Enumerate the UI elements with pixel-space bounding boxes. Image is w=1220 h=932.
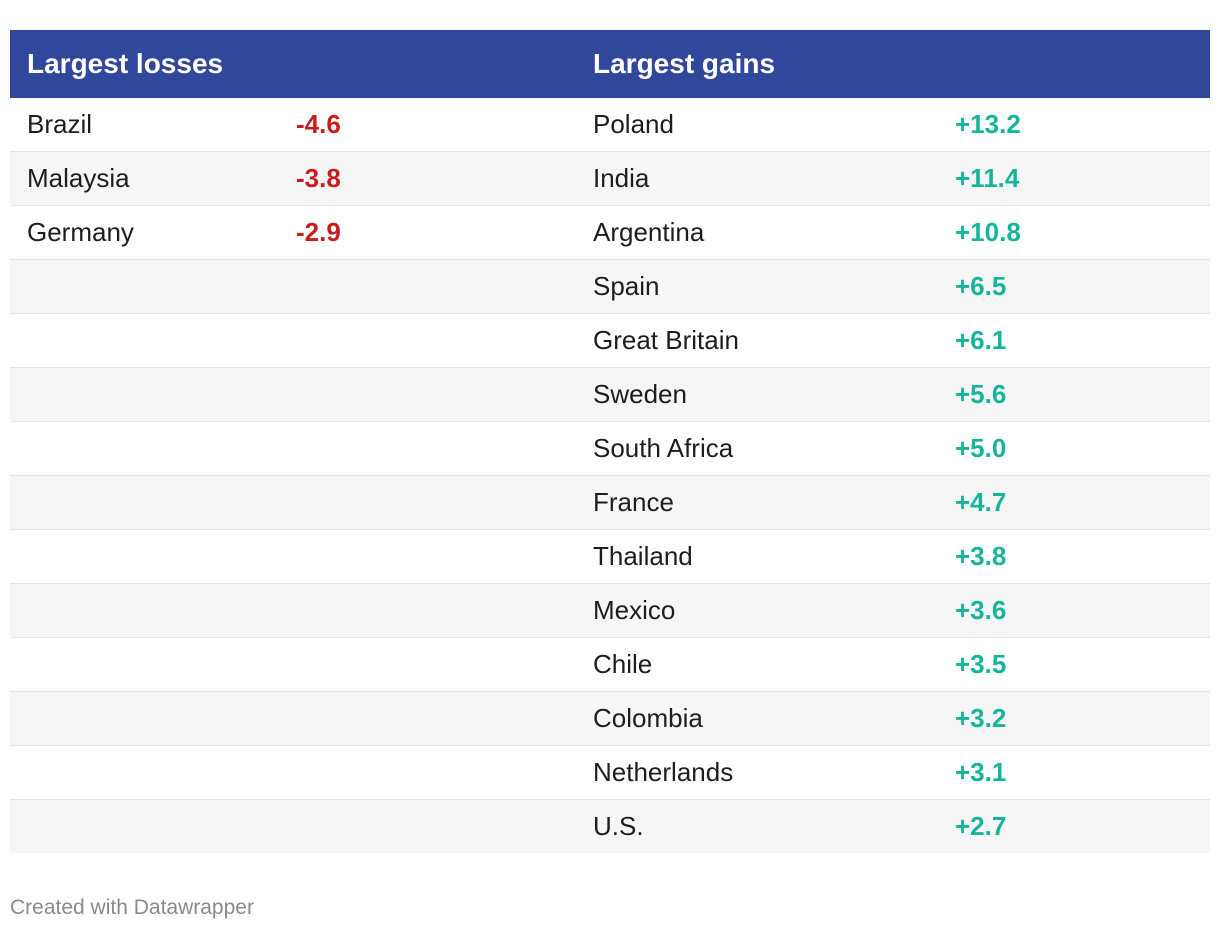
table-row: South Africa +5.0 (10, 422, 1210, 476)
gain-value-cell: +3.1 (955, 757, 1007, 787)
gain-country-cell: India (593, 163, 650, 193)
table-row: Brazil -4.6 Poland +13.2 (10, 98, 1210, 152)
gain-value-cell: +2.7 (955, 811, 1007, 841)
gains-column-header: Largest gains (593, 48, 776, 79)
table-row: Great Britain +6.1 (10, 314, 1210, 368)
gain-value-cell: +6.1 (955, 325, 1007, 355)
losses-column-header: Largest losses (27, 48, 224, 79)
gain-value-cell: +3.8 (955, 541, 1007, 571)
gain-value-cell: +11.4 (955, 163, 1020, 193)
table-row: France +4.7 (10, 476, 1210, 530)
table-row: Chile +3.5 (10, 638, 1210, 692)
gain-value-cell: +5.0 (955, 433, 1007, 463)
table-row: Malaysia -3.8 India +11.4 (10, 152, 1210, 206)
gain-value-cell: +3.5 (955, 649, 1007, 679)
gain-country-cell: Netherlands (593, 757, 734, 787)
table-row: Thailand +3.8 (10, 530, 1210, 584)
table-row: Netherlands +3.1 (10, 746, 1210, 800)
gain-value-cell: +6.5 (955, 271, 1007, 301)
table-row: Mexico +3.6 (10, 584, 1210, 638)
table-body: Brazil -4.6 Poland +13.2 Malaysia -3.8 India +1… (10, 98, 1210, 853)
gain-value-cell: +10.8 (955, 217, 1021, 247)
loss-country-cell: Germany (27, 217, 134, 247)
table-row: Sweden +5.6 (10, 368, 1210, 422)
gain-value-cell: +4.7 (955, 487, 1007, 517)
loss-value-cell: -4.6 (296, 109, 341, 139)
gain-country-cell: Chile (593, 649, 653, 679)
loss-country-cell: Malaysia (27, 163, 130, 193)
gain-country-cell: Great Britain (593, 325, 739, 355)
table-row: U.S. +2.7 (10, 800, 1210, 853)
gain-country-cell: France (593, 487, 674, 517)
gain-country-cell: Thailand (593, 541, 693, 571)
gain-country-cell: Argentina (593, 217, 705, 247)
gain-country-cell: South Africa (593, 433, 734, 463)
table-row: Colombia +3.2 (10, 692, 1210, 746)
loss-value-cell: -2.9 (296, 217, 341, 247)
loss-country-cell: Brazil (27, 109, 93, 139)
gain-country-cell: Mexico (593, 595, 676, 625)
datawrapper-credit: Created with Datawrapper (10, 896, 254, 919)
gain-country-cell: Colombia (593, 703, 703, 733)
loss-value-cell: -3.8 (296, 163, 341, 193)
gain-country-cell: Spain (593, 271, 660, 301)
gain-value-cell: +5.6 (955, 379, 1007, 409)
gain-value-cell: +3.2 (955, 703, 1007, 733)
gain-country-cell: Poland (593, 109, 674, 139)
gain-country-cell: U.S. (593, 811, 644, 841)
table-header: Largest losses Largest gains (10, 30, 1210, 98)
table-row: Spain +6.5 (10, 260, 1210, 314)
table-row: Germany -2.9 Argentina +10.8 (10, 206, 1210, 260)
comparison-table: Largest losses Largest gains Brazil -4.6 P… (10, 30, 1210, 853)
gain-country-cell: Sweden (593, 379, 687, 409)
gain-value-cell: +13.2 (955, 109, 1021, 139)
gain-value-cell: +3.6 (955, 595, 1007, 625)
